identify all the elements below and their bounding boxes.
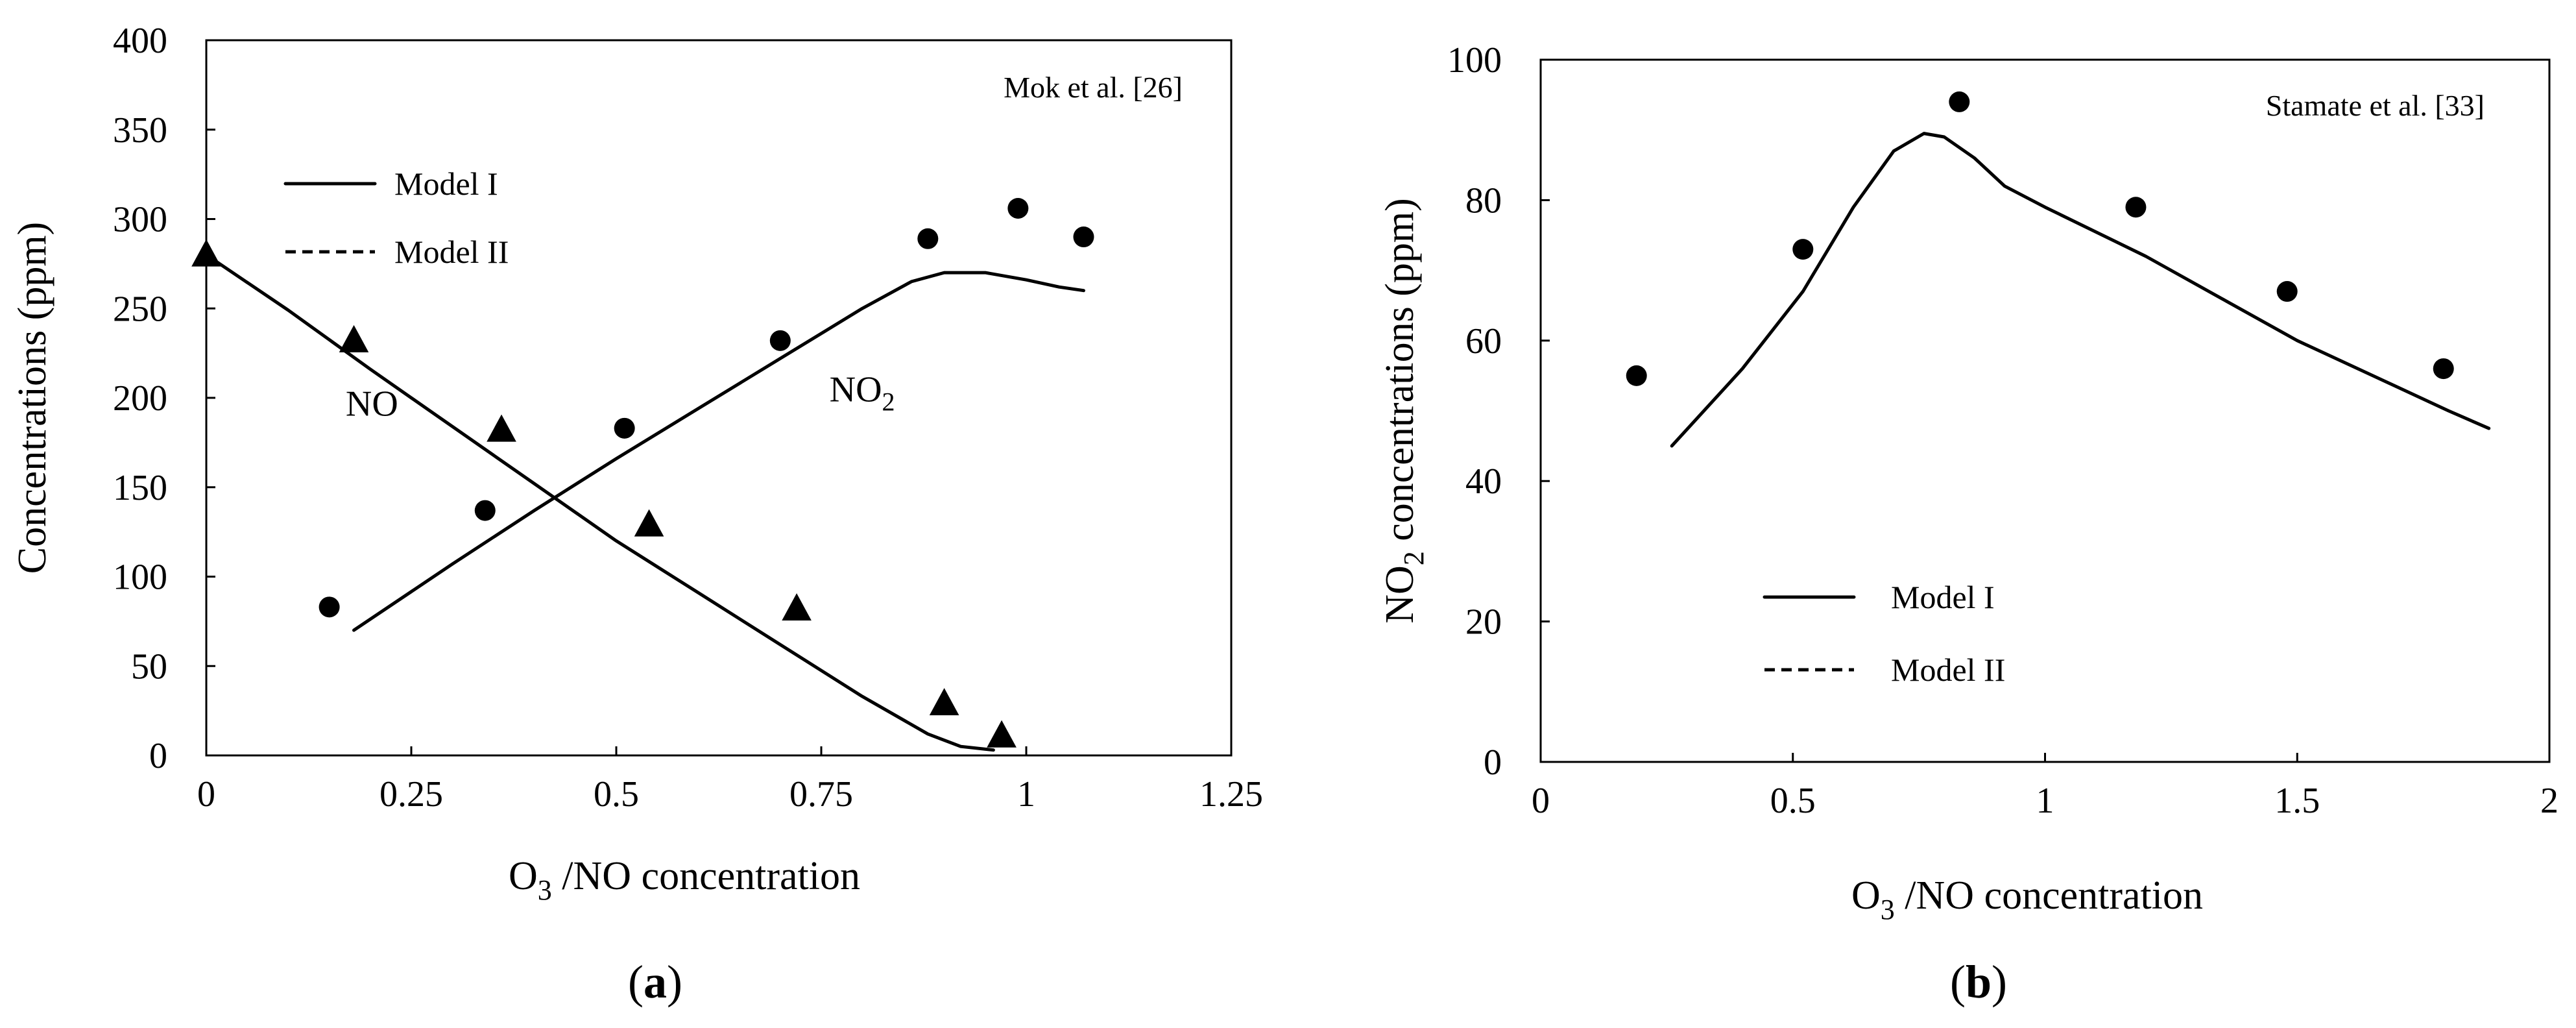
data-point-no2-measured <box>2433 358 2454 380</box>
citation-label-a: Mok et al. [26] <box>1004 71 1183 104</box>
plot-area-frame-b <box>1539 58 2551 763</box>
data-point-no2-measured <box>614 417 635 439</box>
chart-panel-a: 0 0.25 0.5 0.75 1 1.25 0 50 100 150 200 250 300 350 40… <box>10 21 1263 1008</box>
data-point-no2-measured <box>319 596 340 618</box>
x-axis-label-b: O3 /NO concentration <box>1851 874 2203 925</box>
y-tick-label: 300 <box>113 200 167 240</box>
y-tick-label: 0 <box>1484 742 1502 783</box>
panel-label-a: (a) <box>628 956 682 1008</box>
citation-label-b: Stamate et al. [33] <box>2266 89 2485 122</box>
y-tick-label: 200 <box>113 378 167 419</box>
data-point-no-measured <box>487 414 516 442</box>
data-point-no2-measured <box>2125 197 2147 218</box>
panel-label-b: (b) <box>1950 956 2007 1008</box>
data-point-no2-measured <box>1792 239 1814 260</box>
y-tick-label: 400 <box>113 21 167 61</box>
legend-label-model-1-b: Model I <box>1891 579 1995 615</box>
x-tick-label: 2 <box>2540 781 2558 821</box>
data-point-no-measured <box>339 324 369 352</box>
y-tick-label: 80 <box>1465 180 1502 221</box>
series-line-no-model-i <box>204 253 995 752</box>
legend-label-model-2-a: Model II <box>394 234 509 270</box>
x-tick-label: 1.5 <box>2274 781 2320 821</box>
data-point-no2-measured <box>1626 365 1647 386</box>
x-tick-label: 0.5 <box>1770 781 1816 821</box>
x-tick-label: 0.75 <box>789 774 853 814</box>
y-tick-label: 100 <box>113 557 167 598</box>
legend-a: Model I Model II <box>283 165 509 270</box>
data-point-no-measured <box>634 509 664 537</box>
data-point-no2-measured <box>474 500 496 521</box>
data-point-no2-measured <box>1949 91 1970 112</box>
x-tick-label: 1.25 <box>1199 774 1263 814</box>
series-line-no2-model-i <box>1670 132 2491 448</box>
data-point-no2-measured <box>769 330 791 351</box>
legend-b: Model I Model II <box>1763 579 2005 688</box>
data-point-no2-measured <box>1073 226 1094 248</box>
x-tick-label: 0 <box>197 774 215 814</box>
x-tick-label: 1 <box>2036 781 2054 821</box>
chart-marks-a <box>191 197 1094 752</box>
y-tick-label: 150 <box>113 468 167 508</box>
data-point-no-measured <box>782 593 812 621</box>
axis-ticks-a: 0 0.25 0.5 0.75 1 1.25 0 50 100 150 200 250 300 350 40… <box>113 21 1263 814</box>
x-tick-label: 0.25 <box>379 774 443 814</box>
legend-label-model-1-a: Model I <box>394 165 498 202</box>
series-label-no: NO <box>346 384 398 424</box>
legend-label-model-2-b: Model II <box>1891 652 2005 688</box>
data-point-no2-measured <box>1007 197 1029 219</box>
data-point-no2-measured <box>2276 281 2298 302</box>
y-tick-label: 100 <box>1447 40 1502 80</box>
data-point-no2-measured <box>917 228 939 249</box>
chart-marks-b <box>1626 91 2491 448</box>
x-tick-label: 0.5 <box>594 774 639 814</box>
y-tick-label: 250 <box>113 289 167 329</box>
y-tick-label: 50 <box>131 646 167 687</box>
x-axis-label-a: O3 /NO concentration <box>509 854 860 906</box>
y-axis-label-b: NO2 concentrations (ppm) <box>1378 198 1430 624</box>
series-line-no2-model-i <box>352 271 1085 632</box>
y-tick-label: 40 <box>1465 461 1502 502</box>
series-label-no2: NO2 <box>830 370 895 417</box>
y-tick-label: 60 <box>1465 321 1502 361</box>
data-point-no-measured <box>987 720 1017 748</box>
x-tick-label: 0 <box>1532 781 1550 821</box>
y-tick-label: 350 <box>113 110 167 151</box>
y-tick-label: 0 <box>149 736 167 776</box>
y-axis-label-a: Concentrations (ppm) <box>10 222 54 574</box>
data-point-no-measured <box>929 688 959 716</box>
x-tick-label: 1 <box>1017 774 1035 814</box>
y-tick-label: 20 <box>1465 602 1502 642</box>
